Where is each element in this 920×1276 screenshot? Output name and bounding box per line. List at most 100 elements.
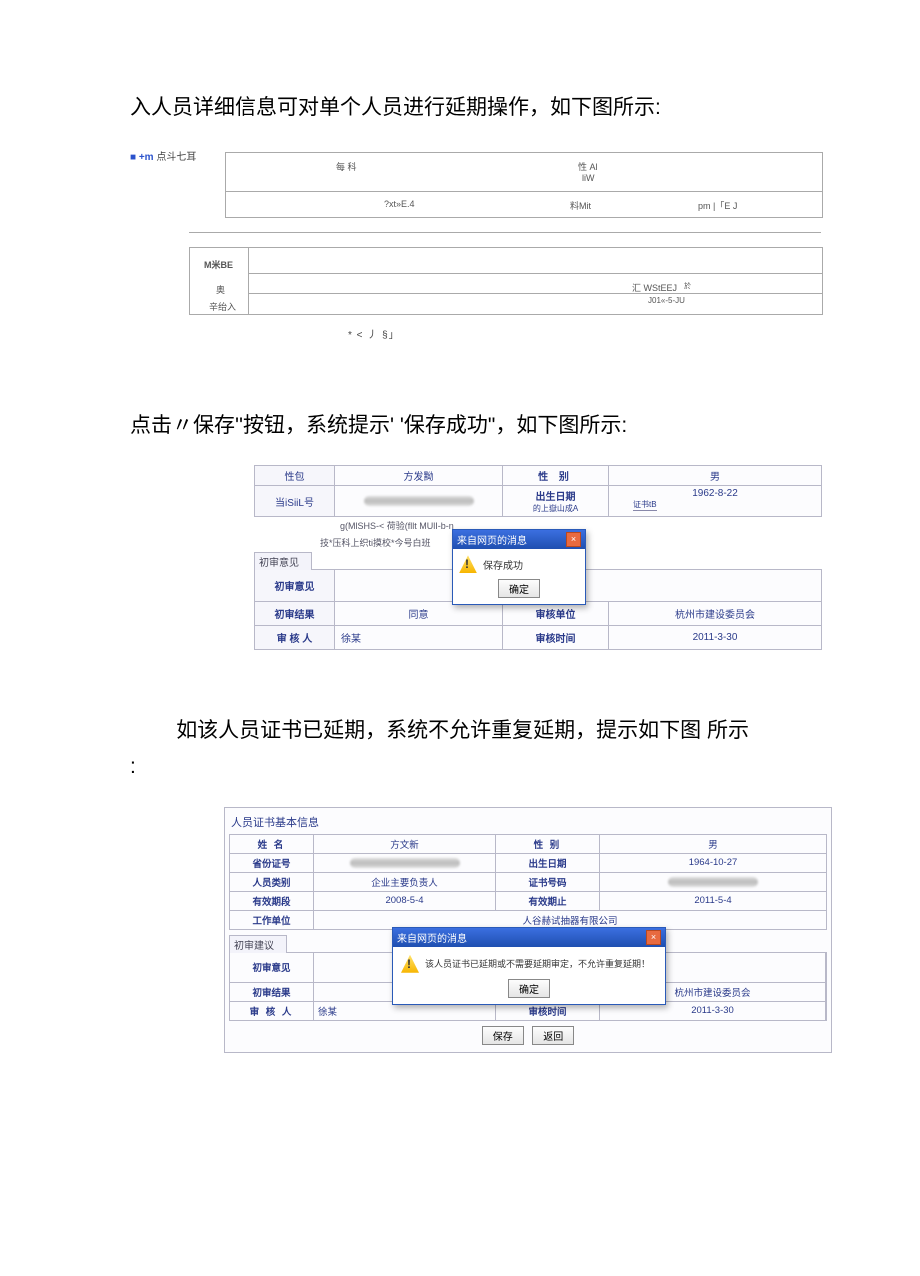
fig2-b2-v1: 同意 [335,602,503,626]
dialog2-body: 该人员证书已延期或不需要延期审定，不允许重复延期！ [393,947,665,977]
dialog-buttons: 确定 [453,577,585,604]
fig1-caption: ■ +m 点斗七耳 [130,148,196,163]
fig2-r2b-b: 证书tB [633,499,657,511]
ok-button[interactable]: 确定 [498,579,540,598]
figure-1: ■ +m 点斗七耳 每 科 性 Al liW ?xt»E.4 料Mit pm |… [130,148,810,348]
fig1-r1-c3: liW [582,173,595,183]
fig1-box3-h2 [248,293,822,294]
fig1-r1-c1: 每 科 [336,160,357,173]
fig1-r3: J01«-5-JU [648,296,685,305]
fig3-b1-l: 初审结果 [230,983,314,1002]
fig2-r2-l1: 当iSiiL号 [255,486,335,517]
fig1-upper-box: 每 科 性 Al liW ?xt»E.4 料Mit pm |「E J [225,152,823,218]
paragraph-3-colon: : [130,749,810,785]
fig2-b2-v2: 杭州市建设委员会 [609,602,821,626]
fig3-r3-v1: 2008-5-4 [314,892,496,911]
fig2-r1-l1: 性包 [255,466,335,486]
fig3-button-row: 保存 返回 [229,1021,827,1048]
fig1-box3-vdiv [248,248,249,314]
fig1-box1-divider [226,191,822,192]
fig1-lower-box: M米BE 奥 辛绐入 汇 WStEEJ 於 J01«-5-JU [189,247,823,315]
fig2-b3-l2: 审核时间 [503,626,609,649]
fig1-r1-c2: 性 Al [578,160,598,173]
dialog2-buttons: 确定 [393,977,665,1004]
fig3-r2-v2 [600,873,827,892]
dialog-titlebar: 来自网页的消息 × [453,530,585,549]
fig3-b0-l: 初审意见 [230,953,314,983]
fig2-b3-v2: 2011-3-30 [609,626,821,649]
fig3-r0-v2: 男 [600,835,827,854]
fig3-r1-v1 [314,854,496,873]
fig3-r3-l1: 有效期段 [230,892,314,911]
fig2-r2b-a: 的上嶽山成A [533,503,578,514]
fig2-r2-v1 [335,486,503,517]
fig2-b3-v1: 徐某 [335,626,503,649]
dialog2-titlebar: 来自网页的消息 × [393,928,665,947]
fig3-r0-v1: 方文新 [314,835,496,854]
fig2-top-table: 性包 方发黝 性 别 男 当iSiiL号 出生日期 的上嶽山成A 1962-8-… [254,465,822,517]
fig2-r1-l2: 性 别 [503,466,609,486]
fig3-r3-l2: 有效期止 [496,892,600,911]
fig2-r2-l2: 出生日期 的上嶽山成A [503,486,609,517]
fig1-box3-h1 [248,273,822,274]
dialog2-message: 该人员证书已延期或不需要延期审定，不允许重复延期！ [425,957,650,970]
fig2-r2-l2-text: 出生日期 [536,488,576,503]
fig2-r1-v1: 方发黝 [335,466,503,486]
fig1-l3: 辛绐入 [209,300,236,313]
fig3-b2-l: 审 核 人 [230,1002,314,1020]
fig3-r1-l2: 出生日期 [496,854,600,873]
fig2-r2-v2-cell: 1962-8-22 证书tB [609,486,821,517]
fig2-b1-l: 初审意见 [255,570,335,602]
blurred-cert-no [668,877,758,887]
fig1-r2-c2: 料Mit [570,199,591,212]
fig1-l2: 奥 [216,283,225,296]
document-page: 入人员详细信息可对单个人员进行延期操作，如下图所示: ■ +m 点斗七耳 每 科… [0,0,920,1117]
figure-2: 性包 方发黝 性 别 男 当iSiiL号 出生日期 的上嶽山成A 1962-8-… [254,465,822,653]
fig1-r2-c1: ?xt»E.4 [384,199,415,209]
fig3-header: 人员证书基本信息 [229,812,827,834]
save-button[interactable]: 保存 [482,1026,524,1045]
colon: : [130,755,136,778]
fig2-b3-l: 审 核 人 [255,626,335,649]
fig2-r1-v2: 男 [609,466,821,486]
fig3-section-header: 初审建议 [229,935,287,953]
fig3-r3-v2: 2011-5-4 [600,892,827,911]
fig3-r2-l2: 证书号码 [496,873,600,892]
dialog2-title-text: 来自网页的消息 [397,930,467,945]
warning-icon [459,555,477,573]
fig3-r4-l1: 工作单位 [230,911,314,930]
dialog-message: 保存成功 [483,557,523,572]
fig2-section-header: 初审意见 [254,552,312,570]
figure-3: 人员证书基本信息 姓 名 方文新 性 别 男 省份证号 出生日期 1964-10… [224,807,832,1037]
paragraph-2: 点击〃保存''按钮，系统提示' '保存成功"，如下图所示: [130,408,810,444]
close-icon[interactable]: × [566,532,581,547]
fig3-top-table: 姓 名 方文新 性 别 男 省份证号 出生日期 1964-10-27 人员类别 … [229,834,827,930]
fig1-caption-rest: 点斗七耳 [154,152,197,163]
fig1-r2-c3: pm |「E J [698,199,737,212]
warning-icon [401,955,419,973]
fig3-r2-v1: 企业主要负责人 [314,873,496,892]
close-icon[interactable]: × [646,930,661,945]
fig1-footer: * < 丿 §」 [348,326,400,341]
dialog-body: 保存成功 [453,549,585,577]
fig2-b2-l2: 审核单位 [503,602,609,626]
fig1-rmini: 於 [684,281,691,291]
blurred-id-2 [350,858,460,868]
ok-button[interactable]: 确定 [508,979,550,998]
fig1-hr [189,232,821,233]
back-button[interactable]: 返回 [532,1026,574,1045]
dialog-save-success: 来自网页的消息 × 保存成功 确定 [452,529,586,605]
fig2-r2-v2: 1962-8-22 [692,488,738,499]
fig3-r2-l1: 人员类别 [230,873,314,892]
fig3-r1-v2: 1964-10-27 [600,854,827,873]
fig3-r0-l2: 性 别 [496,835,600,854]
fig3-r0-l1: 姓 名 [230,835,314,854]
blurred-id-1 [364,496,474,506]
fig2-b2-l: 初审结果 [255,602,335,626]
dialog-already-extended: 来自网页的消息 × 该人员证书已延期或不需要延期审定，不允许重复延期！ 确定 [392,927,666,1005]
fig1-l1: M米BE [204,258,233,271]
paragraph-1: 入人员详细信息可对单个人员进行延期操作，如下图所示: [130,90,810,126]
fig1-r2: 汇 WStEEJ [632,281,677,294]
paragraph-3: 如该人员证书已延期，系统不允许重复延期，提示如下图 所示 [130,713,810,749]
fig1-caption-blue: ■ +m [130,152,154,163]
